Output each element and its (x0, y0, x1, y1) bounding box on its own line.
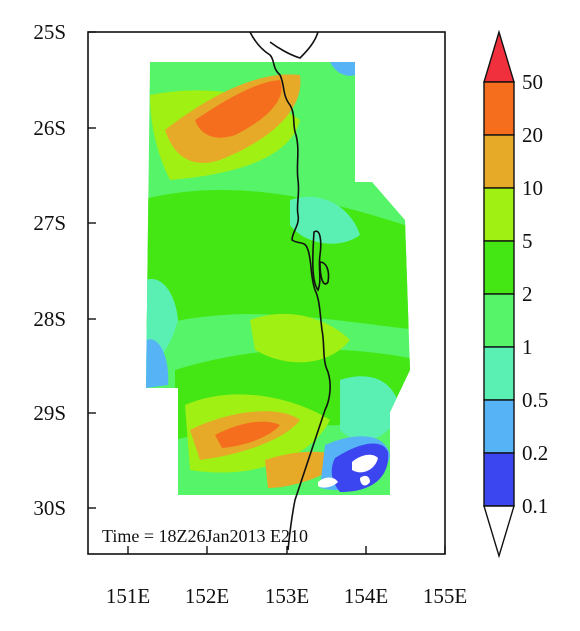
lon-label-155e: 155E (422, 584, 468, 608)
coastline-bay-island (312, 230, 322, 292)
colorbar-bin-0.2-0.5 (483, 399, 515, 454)
lat-label-27s: 27S (33, 211, 66, 235)
field-cyan-east (340, 376, 400, 441)
colorbar-label-10: 10 (522, 176, 543, 200)
lon-label-152e: 152E (184, 584, 230, 608)
lat-label-25s: 25S (33, 20, 66, 44)
field-white-hole-3 (360, 475, 370, 486)
colorbar-top-triangle (483, 29, 515, 83)
field-light-patch-mid (250, 313, 350, 363)
colorbar-bin-5-10 (483, 187, 515, 242)
colorbar-bottom-triangle (483, 505, 515, 559)
colorbar-bin-20-50 (483, 81, 515, 136)
lat-label-26s: 26S (33, 116, 66, 140)
colorbar-bin-10-20 (483, 134, 515, 189)
longitude-ticks (127, 546, 446, 554)
time-annotation: Time = 18Z26Jan2013 E210 (102, 526, 308, 546)
colorbar-bin-2-5 (483, 240, 515, 295)
lon-label-154e: 154E (343, 584, 389, 608)
colorbar-bin-0.5-1 (483, 346, 515, 401)
lat-label-29s: 29S (33, 401, 66, 425)
coastline-east-island (319, 261, 330, 285)
field-darkorange-south (215, 421, 280, 448)
plot-frame (87, 31, 446, 555)
field-blue-west (146, 339, 169, 388)
lon-label-151e: 151E (105, 584, 151, 608)
colorbar-label-0.5: 0.5 (522, 388, 549, 412)
colorbar-label-2: 2 (522, 282, 533, 306)
colorbar-label-0.2: 0.2 (522, 441, 549, 465)
lon-label-153e: 153E (264, 584, 310, 608)
colorbar-bin-1-2 (483, 293, 515, 348)
latitude-ticks (88, 31, 96, 509)
colorbar-label-5: 5 (522, 229, 533, 253)
coastline-main (249, 31, 331, 551)
colorbar (483, 29, 515, 559)
colorbar-label-1: 1 (522, 335, 533, 359)
coastline (249, 31, 331, 551)
colorbar-label-0.1: 0.1 (522, 494, 549, 518)
field-blue-northeast (330, 62, 355, 76)
field-cyan-center (290, 196, 360, 244)
field-white-hole-1 (352, 454, 378, 473)
field-white-hole-2 (318, 477, 338, 488)
lat-label-28s: 28S (33, 307, 66, 331)
field-darkorange-north (195, 80, 282, 138)
precip-field (146, 62, 410, 495)
lat-label-30s: 30S (33, 496, 66, 520)
colorbar-bin-0.1-0.2 (483, 452, 515, 507)
colorbar-label-20: 20 (522, 123, 543, 147)
colorbar-label-50: 50 (522, 70, 543, 94)
coastline-north-island (269, 31, 319, 59)
